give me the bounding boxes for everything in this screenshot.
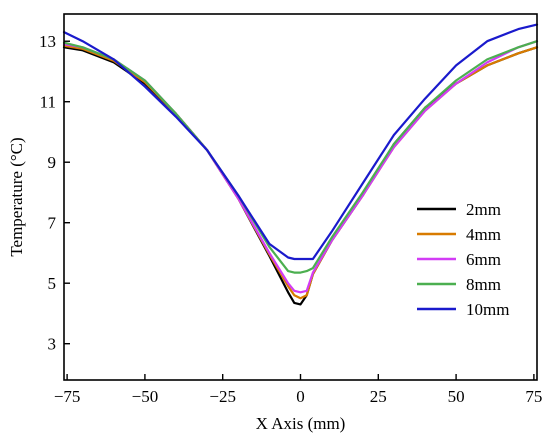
y-tick-label: 5	[48, 274, 57, 293]
y-tick-label: 3	[48, 335, 57, 354]
x-tick-label: −50	[132, 387, 159, 406]
legend: 2mm 4mm 6mm 8mm 10mm	[417, 200, 509, 319]
series-line-10mm	[62, 23, 539, 261]
plot-frame	[63, 13, 538, 381]
x-tick-label: 25	[370, 387, 387, 406]
y-tick-label: 11	[40, 93, 56, 112]
x-axis-title: X Axis (mm)	[256, 414, 346, 433]
axes-layer: −75 −50 −25 0 25 50 75 3 5 7 9 11 13	[39, 13, 542, 406]
series-lines-layer	[62, 23, 539, 306]
legend-label-8mm: 8mm	[466, 275, 501, 294]
x-tick-label: 50	[448, 387, 465, 406]
y-tick-label: 9	[48, 153, 57, 172]
legend-label-6mm: 6mm	[466, 250, 501, 269]
x-tick-label: −25	[209, 387, 236, 406]
y-axis-title: Temperature (°C)	[7, 137, 26, 256]
legend-label-2mm: 2mm	[466, 200, 501, 219]
legend-label-4mm: 4mm	[466, 225, 501, 244]
y-tick-label: 7	[48, 214, 57, 233]
x-tick-label: −75	[54, 387, 81, 406]
legend-label-10mm: 10mm	[466, 300, 509, 319]
x-tick-label: 75	[525, 387, 542, 406]
series-line-8mm	[62, 40, 539, 274]
y-tick-label: 13	[39, 32, 56, 51]
x-tick-label: 0	[296, 387, 305, 406]
